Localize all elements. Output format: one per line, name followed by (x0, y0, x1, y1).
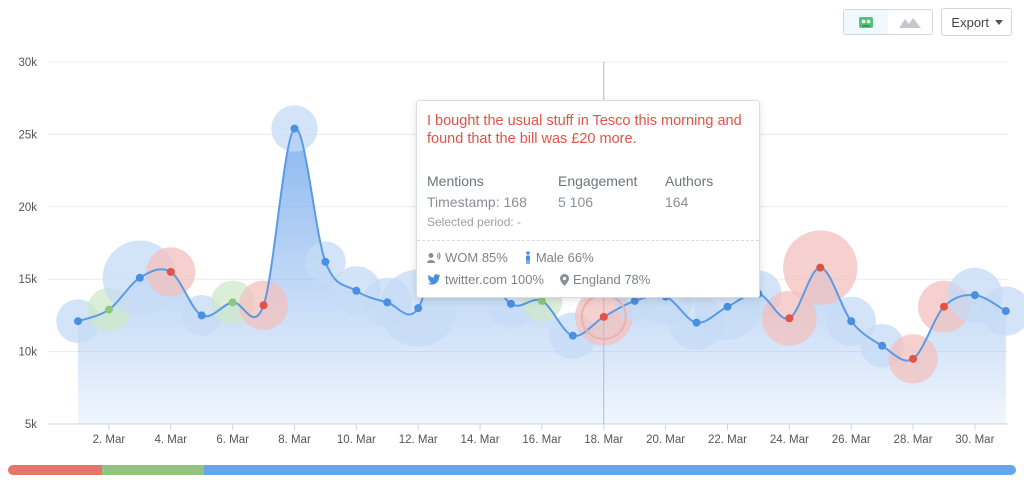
authors-column: Authors 164 (665, 172, 713, 211)
area-view-button[interactable] (888, 10, 933, 34)
series-line (77, 127, 1007, 362)
x-tick-label: 22. Mar (708, 434, 747, 446)
data-point (723, 302, 732, 311)
male-icon (525, 251, 530, 264)
data-point (383, 298, 392, 307)
x-tick-label: 6. Mar (216, 434, 249, 446)
tooltip-demographics-row: WOM 85% Male 66% (427, 250, 610, 265)
selected-period: Selected period: - (427, 215, 522, 229)
x-tick-label: 10. Mar (337, 434, 376, 446)
scrollbar-segment[interactable] (101, 465, 204, 475)
tooltip-divider (417, 240, 759, 241)
word-of-mouth-icon (427, 251, 441, 263)
chevron-down-icon (995, 19, 1003, 25)
mentions-column: Mentions Timestamp: 168 (427, 172, 527, 211)
data-point (970, 291, 979, 300)
area-fill (78, 128, 1006, 425)
x-tick-label: 4. Mar (154, 434, 187, 446)
wom-stat: WOM 85% (427, 250, 508, 265)
export-label: Export (951, 14, 989, 30)
scrollbar-segment[interactable] (8, 465, 102, 475)
data-point (537, 296, 546, 305)
wom-value: WOM 85% (445, 250, 508, 265)
y-tick-label: 30k (18, 57, 37, 69)
data-point (290, 124, 299, 133)
data-point (847, 317, 856, 326)
mentions-label: Mentions (427, 173, 484, 189)
mention-tooltip: I bought the usual stuff in Tesco this m… (416, 100, 760, 298)
twitter-icon (427, 273, 441, 285)
x-tick-label: 12. Mar (399, 434, 438, 446)
data-point (506, 299, 515, 308)
gender-stat: Male 66% (524, 250, 594, 265)
tooltip-source-row: twitter.com 100% England 78% (427, 272, 666, 287)
data-point (909, 354, 918, 363)
mentions-value: Timestamp: 168 (427, 194, 527, 210)
x-tick-label: 26. Mar (832, 434, 871, 446)
data-point (630, 296, 639, 305)
x-tick-label: 16. Mar (522, 434, 561, 446)
bubble-chart-icon (859, 17, 874, 28)
data-point (352, 286, 361, 295)
x-tick-label: 28. Mar (894, 434, 933, 446)
x-tick-label: 30. Mar (955, 434, 994, 446)
x-tick-label: 18. Mar (584, 434, 623, 446)
y-tick-label: 5k (25, 419, 37, 431)
data-point (166, 267, 175, 276)
data-point (568, 331, 577, 340)
source-stat: twitter.com 100% (427, 272, 544, 287)
authors-value: 164 (665, 194, 689, 210)
data-point (259, 301, 268, 310)
data-point (1001, 307, 1010, 316)
data-point (414, 304, 423, 313)
view-toggle (843, 9, 934, 35)
data-point (104, 305, 113, 314)
source-value: twitter.com 100% (445, 272, 544, 287)
y-tick-label: 10k (18, 347, 37, 359)
data-point (74, 317, 82, 326)
timeline-chart[interactable]: 5k 10k 15k 20k 25k 30k 2. Mar 4. Mar 6. Mar 8. Ma… (0, 0, 1024, 460)
x-tick-label: 24. Mar (770, 434, 809, 446)
x-tick-label: 14. Mar (461, 434, 500, 446)
location-pin-icon (560, 273, 569, 286)
location-value: England 78% (573, 272, 651, 287)
scrollbar-segment[interactable] (203, 465, 1016, 475)
y-tick-label: 25k (18, 129, 37, 141)
data-point (816, 263, 825, 272)
data-point (939, 302, 948, 311)
data-point (692, 318, 701, 327)
tooltip-quote: I bought the usual stuff in Tesco this m… (427, 113, 742, 147)
authors-label: Authors (665, 173, 714, 189)
data-point (321, 257, 330, 266)
export-button[interactable]: Export (941, 8, 1012, 36)
engagement-value: 5 106 (558, 194, 594, 210)
data-point (599, 312, 608, 321)
data-point (878, 341, 887, 350)
range-scrollbar[interactable] (8, 465, 1016, 475)
x-tick-label: 20. Mar (646, 434, 685, 446)
y-tick-label: 15k (18, 274, 37, 286)
x-tick-label: 2. Mar (93, 434, 126, 446)
data-point (197, 311, 206, 320)
chart-toolbar: Export (843, 8, 1012, 36)
gender-value: Male 66% (535, 250, 594, 265)
location-stat: England 78% (560, 272, 650, 287)
x-tick-label: 8. Mar (278, 434, 311, 446)
data-point (135, 273, 144, 282)
area-chart-icon (899, 18, 922, 28)
data-point (228, 298, 237, 307)
data-point (785, 314, 794, 323)
y-tick-label: 20k (18, 202, 37, 214)
engagement-column: Engagement 5 106 (558, 172, 637, 211)
engagement-label: Engagement (558, 173, 638, 189)
